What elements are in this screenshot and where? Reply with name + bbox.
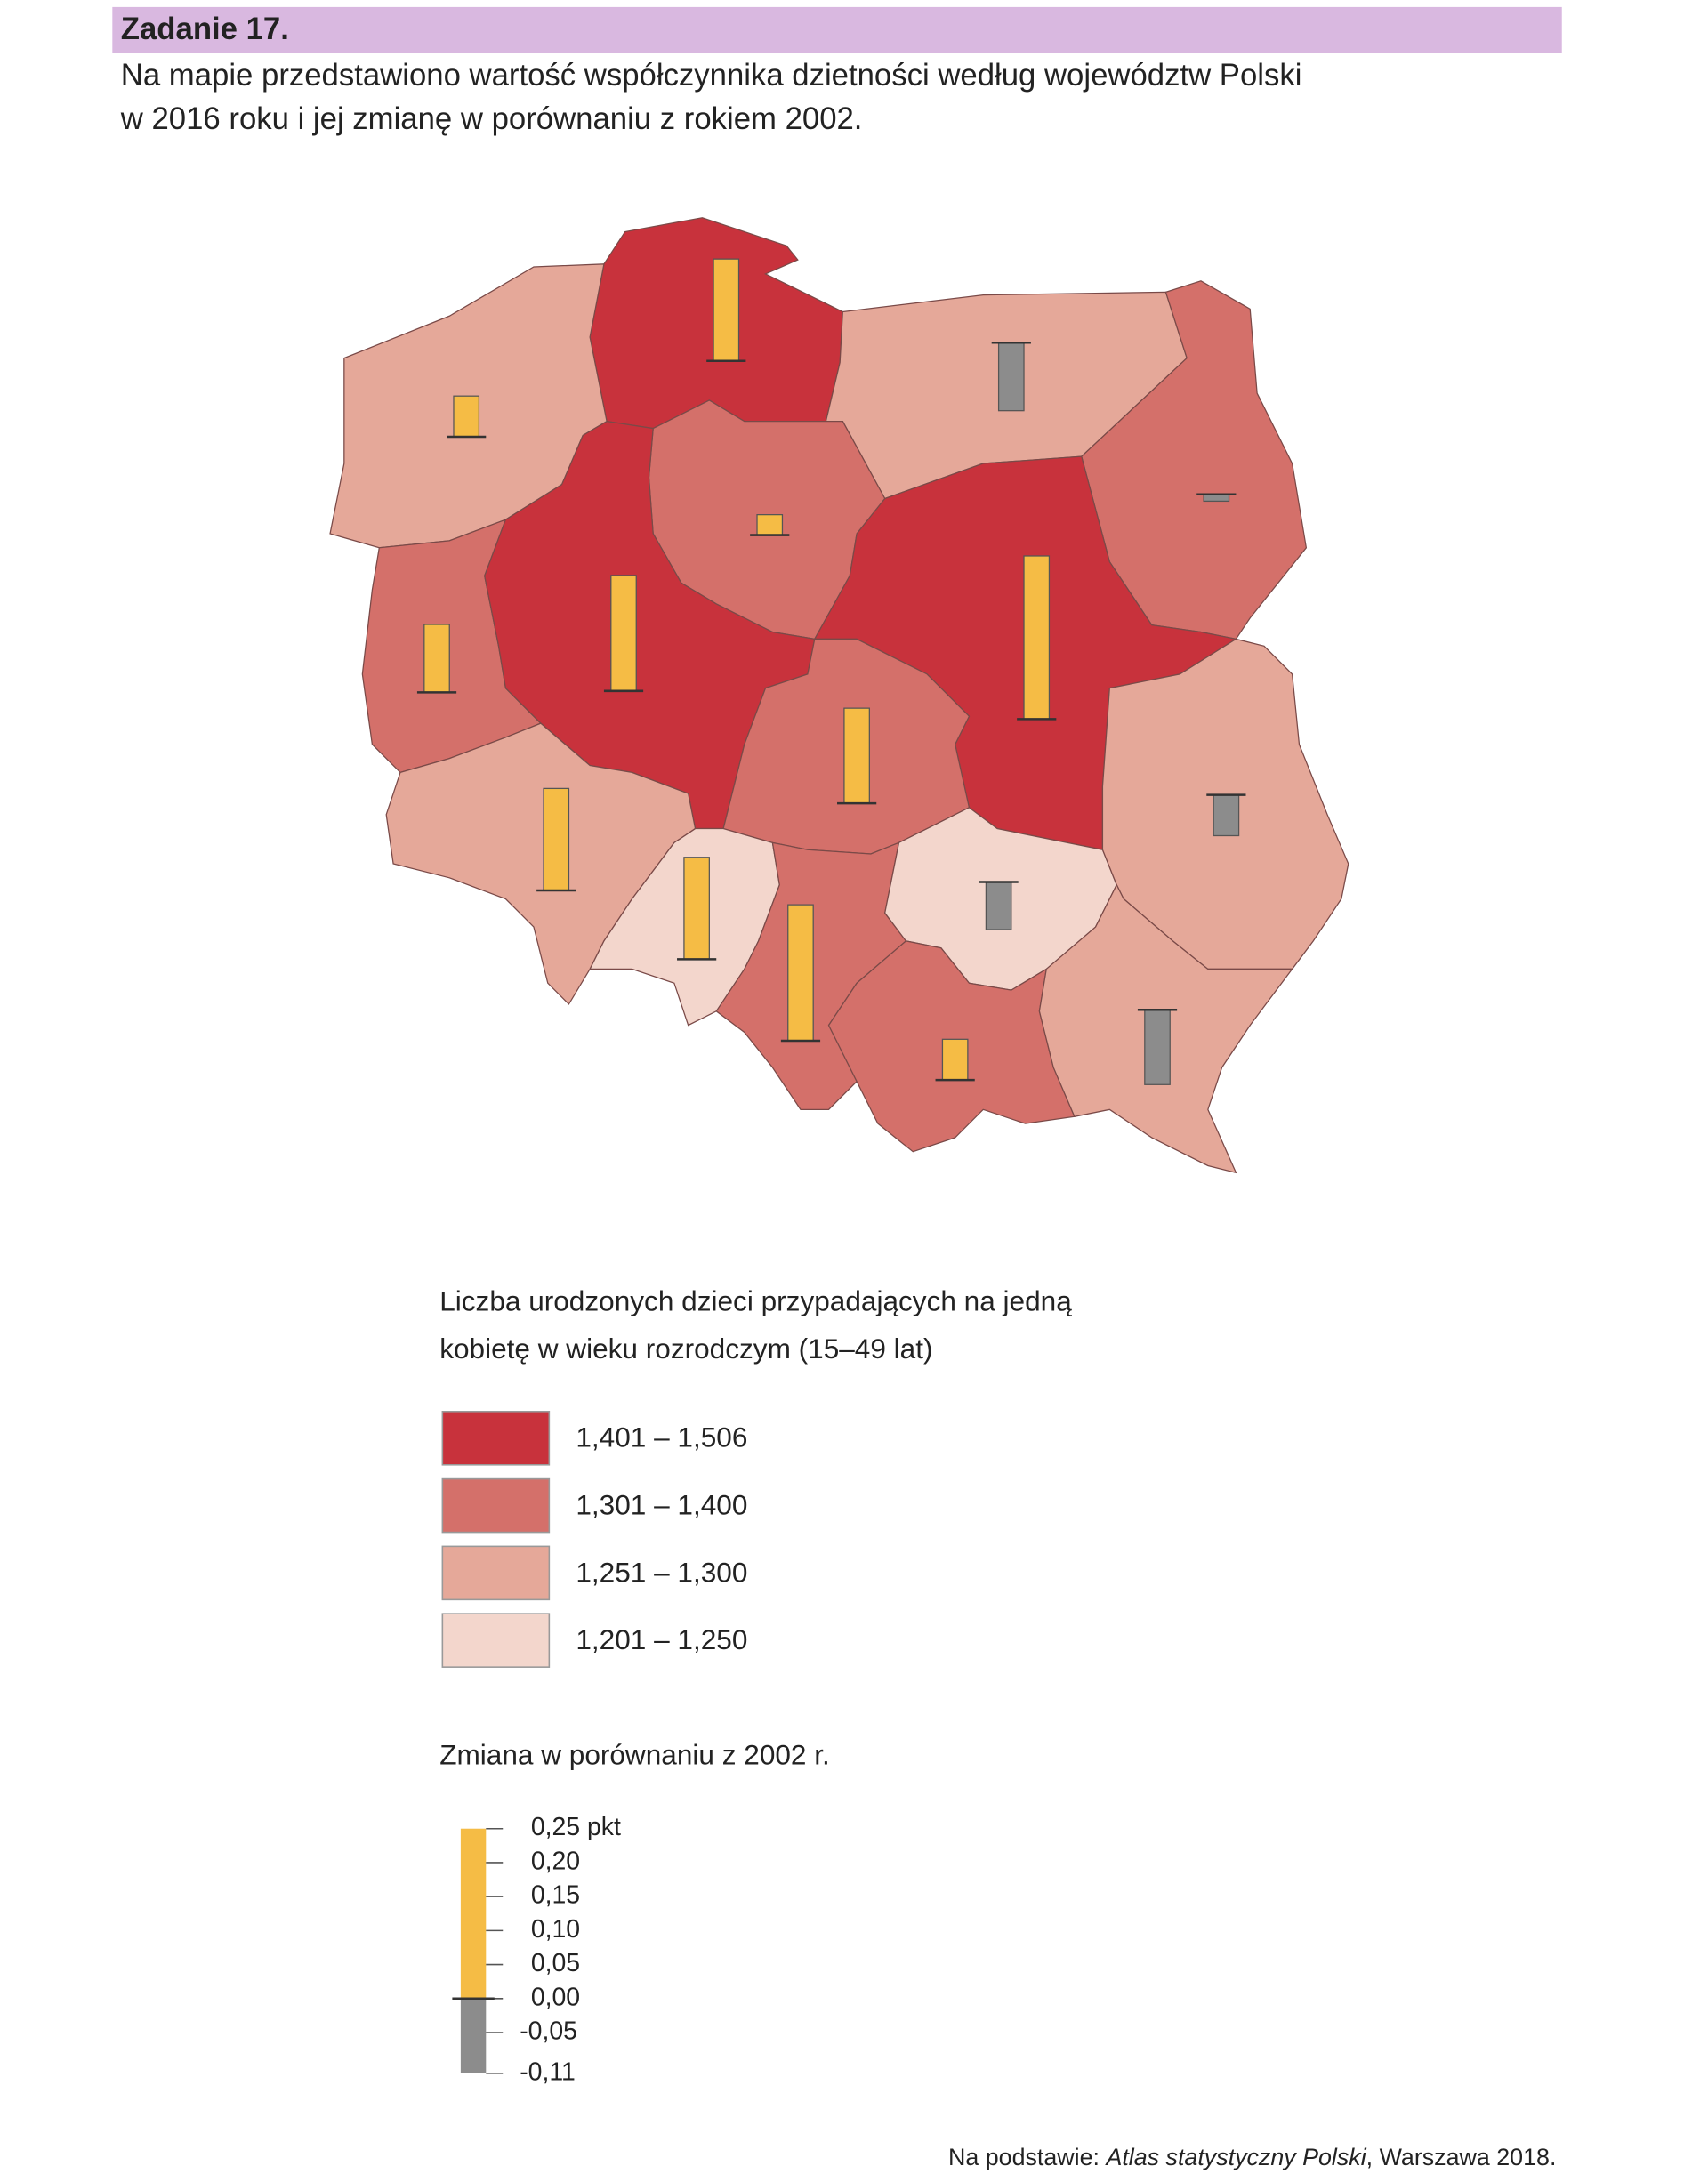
legend-swatch <box>441 1545 551 1601</box>
legend-title: Liczba urodzonych dzieci przypadających … <box>439 1285 1072 1317</box>
change-bar <box>423 624 450 694</box>
scale-tick-label: 0,20 <box>531 1847 580 1875</box>
scale-tick-label: 0,10 <box>531 1915 580 1944</box>
scale-tick-label: 0,05 <box>531 1949 580 1977</box>
scale-positive <box>460 1828 487 1999</box>
legend-swatch <box>441 1411 551 1466</box>
legend-label: 1,401 – 1,506 <box>576 1421 747 1453</box>
change-bar <box>756 514 784 536</box>
source-suffix: , Warszawa 2018. <box>1366 2144 1557 2170</box>
scale-tick-label: -0,05 <box>520 2017 577 2045</box>
change-bar <box>683 857 710 961</box>
title: Zadanie 17. <box>121 12 289 46</box>
scale-tick-label: 0,00 <box>531 1983 580 2011</box>
source-title: Atlas statystyczny Polski <box>1104 2144 1366 2170</box>
legend-label: 1,251 – 1,300 <box>576 1556 747 1588</box>
change-bar <box>1023 555 1051 721</box>
legend-swatch <box>441 1477 551 1534</box>
map <box>329 217 1349 1174</box>
change-bar <box>787 904 814 1042</box>
change-bar <box>997 342 1025 412</box>
change-bar <box>610 575 637 692</box>
legend-swatch <box>441 1613 551 1668</box>
change-bar <box>843 707 870 804</box>
change-bar <box>453 395 480 438</box>
legend-label: 1,201 – 1,250 <box>576 1623 747 1655</box>
scale-title: Zmiana w porównaniu z 2002 r. <box>439 1739 830 1771</box>
change-bar <box>985 881 1012 930</box>
legend-title: kobietę w wieku rozrodczym (15–49 lat) <box>439 1333 932 1365</box>
scale-tick-label: -0,11 <box>520 2057 576 2086</box>
title-bar <box>112 6 1562 53</box>
source-prefix: Na podstawie: <box>948 2144 1106 2170</box>
legend-label: 1,301 – 1,400 <box>576 1489 747 1521</box>
scale-tick-label: 0,15 <box>531 1881 580 1910</box>
source: Na podstawie: Atlas statystyczny Polski,… <box>948 2144 1556 2170</box>
scale-negative <box>460 1998 487 2073</box>
content: Zadanie 17. Na mapie przedstawiono warto… <box>112 6 1562 2170</box>
change-bar <box>543 787 570 891</box>
change-bar <box>1144 1009 1171 1085</box>
change-bar <box>1213 794 1240 837</box>
scale-tick-label: 0,25 pkt <box>531 1813 621 1841</box>
intro-line: w 2016 roku i jej zmianę w porównaniu z … <box>120 102 863 136</box>
change-bar <box>713 258 740 362</box>
intro-line: Na mapie przedstawiono wartość współczyn… <box>121 59 1302 93</box>
change-bar <box>941 1038 969 1081</box>
